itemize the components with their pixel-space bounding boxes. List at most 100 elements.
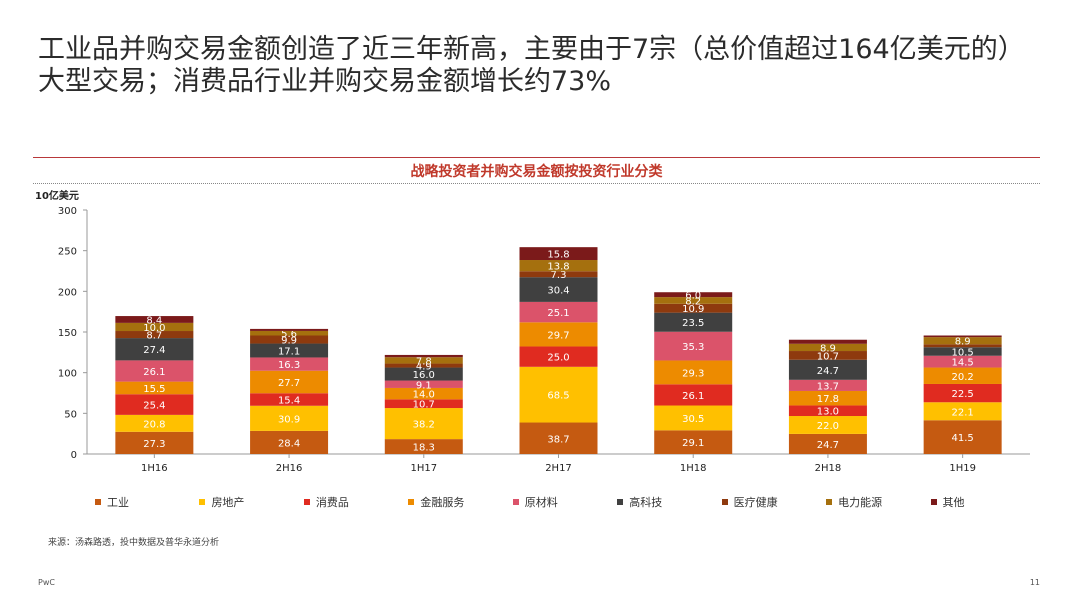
- bar-data-label: 17.1: [278, 347, 300, 358]
- bar-segment: [654, 292, 733, 298]
- bar-segment: [384, 354, 463, 358]
- bar-segment: [788, 405, 867, 417]
- y-tick-label: 200: [58, 287, 77, 298]
- bar-segment: [250, 430, 329, 454]
- legend-swatch: [512, 499, 519, 505]
- legend-item: 消费品: [303, 494, 349, 510]
- bar-segment: [923, 337, 1002, 345]
- legend-label: 消费品: [315, 496, 349, 509]
- bar-segment: [384, 387, 463, 400]
- bar-segment: [519, 422, 598, 454]
- dotted-divider: [33, 183, 1040, 184]
- bar-segment: [519, 247, 598, 261]
- y-tick-label: 100: [58, 369, 77, 380]
- stacked-bar-chart: 10亿美元 0 50 100 150 200 250 300 27.3 20.8 25.4 15.5 2…: [35, 189, 1030, 474]
- bar-data-label: 20.8: [143, 419, 165, 430]
- legend-item: 金融服务: [408, 494, 464, 510]
- y-tick-label: 300: [58, 206, 77, 217]
- bar-data-label: 22.5: [952, 389, 974, 400]
- page-number: 11: [1029, 578, 1040, 587]
- x-tick-label: 1H16: [141, 463, 168, 474]
- bar-data-label: 18.3: [413, 443, 435, 454]
- bar-segment: [115, 381, 194, 395]
- bar-segment: [250, 328, 329, 331]
- bar-data-label: 30.4: [547, 286, 569, 297]
- bar-segment: [115, 338, 194, 361]
- bar-segment: [250, 370, 329, 394]
- legend-swatch: [408, 499, 415, 505]
- bar-data-label: 26.1: [143, 367, 165, 378]
- bar-data-label: 24.7: [817, 366, 839, 377]
- bar-segment: [519, 346, 598, 367]
- bar-segment: [519, 322, 598, 347]
- bar-segment: [788, 379, 867, 391]
- bar-data-label: 25.0: [547, 353, 569, 364]
- x-tick-label: 2H18: [815, 463, 842, 474]
- bar-segment: [250, 343, 329, 358]
- bar-data-label: 30.9: [278, 414, 300, 425]
- bar-data-label: 16.3: [278, 360, 300, 371]
- bar-data-label: 15.4: [278, 396, 300, 407]
- bar-data-label: 16.0: [413, 370, 435, 381]
- bar-data-label: 25.1: [547, 308, 569, 319]
- brand-footer: PwC: [38, 578, 55, 587]
- bar-segment: [788, 351, 867, 360]
- bar-data-label: 9.9: [281, 336, 297, 347]
- bar-segment: [654, 303, 733, 313]
- bar-segment: [654, 312, 733, 332]
- bar-data-label: 6.0: [685, 291, 701, 302]
- bar-segment: [250, 393, 329, 406]
- bar-segment: [654, 430, 733, 454]
- bar-data-label: 13.8: [547, 262, 569, 273]
- legend-label: 工业: [107, 496, 129, 509]
- bar-data-label: 8.9: [820, 343, 836, 354]
- bar-data-label: 22.0: [817, 421, 839, 432]
- bar-segment: [384, 367, 463, 381]
- bar-segment: [923, 355, 1002, 368]
- bar-segment: [250, 330, 329, 336]
- bar-segment: [923, 367, 1002, 384]
- bar-segment: [384, 408, 463, 440]
- bar-segment: [923, 420, 1002, 454]
- bar-segment: [519, 301, 598, 323]
- bar-data-label: 14.0: [413, 390, 435, 401]
- bar-segment: [384, 380, 463, 388]
- bar-segment: [250, 405, 329, 431]
- legend-swatch: [95, 499, 101, 505]
- y-tick-label: 150: [58, 328, 77, 339]
- bar-segment: [923, 347, 1002, 356]
- bar-data-label: 41.5: [952, 433, 974, 444]
- bar-data-label: 27.3: [143, 439, 165, 450]
- y-tick-label: 50: [64, 409, 77, 420]
- legend-item: 电力能源: [826, 494, 882, 510]
- bar-data-label: 9.1: [416, 380, 432, 391]
- y-tick-label: 250: [58, 247, 77, 258]
- bar-segment: [115, 322, 194, 332]
- x-tick-label: 1H17: [410, 463, 437, 474]
- bar-data-label: 15.8: [547, 250, 569, 261]
- bar-data-label: 38.7: [547, 434, 569, 445]
- legend-label: 房地产: [211, 496, 245, 509]
- bar-data-label: 38.2: [413, 420, 435, 431]
- legend-swatch: [826, 499, 833, 505]
- bar-data-label: 13.7: [817, 381, 839, 392]
- bar-segment: [384, 357, 463, 364]
- bar-data-label: 8.2: [685, 296, 701, 307]
- bar-data-label: 10.7: [413, 400, 435, 411]
- bar-segment: [519, 260, 598, 272]
- legend-label: 其他: [942, 496, 965, 509]
- bar-data-label: 29.7: [547, 330, 569, 341]
- bar-segment: [788, 416, 867, 434]
- legend-label: 电力能源: [838, 496, 883, 509]
- legend-item: 高科技: [617, 494, 662, 510]
- bar-data-label: 8.9: [955, 337, 971, 348]
- legend-swatch: [617, 499, 624, 505]
- bar-data-label: 8.7: [146, 331, 162, 342]
- bar-segment: [115, 414, 194, 432]
- bar-data-label: 17.8: [817, 394, 839, 405]
- bar-segment: [788, 359, 867, 380]
- x-tick-label: 1H18: [680, 463, 707, 474]
- bar-segment: [788, 390, 867, 406]
- bar-data-label: 7.3: [551, 270, 567, 281]
- legend-label: 高科技: [629, 496, 663, 509]
